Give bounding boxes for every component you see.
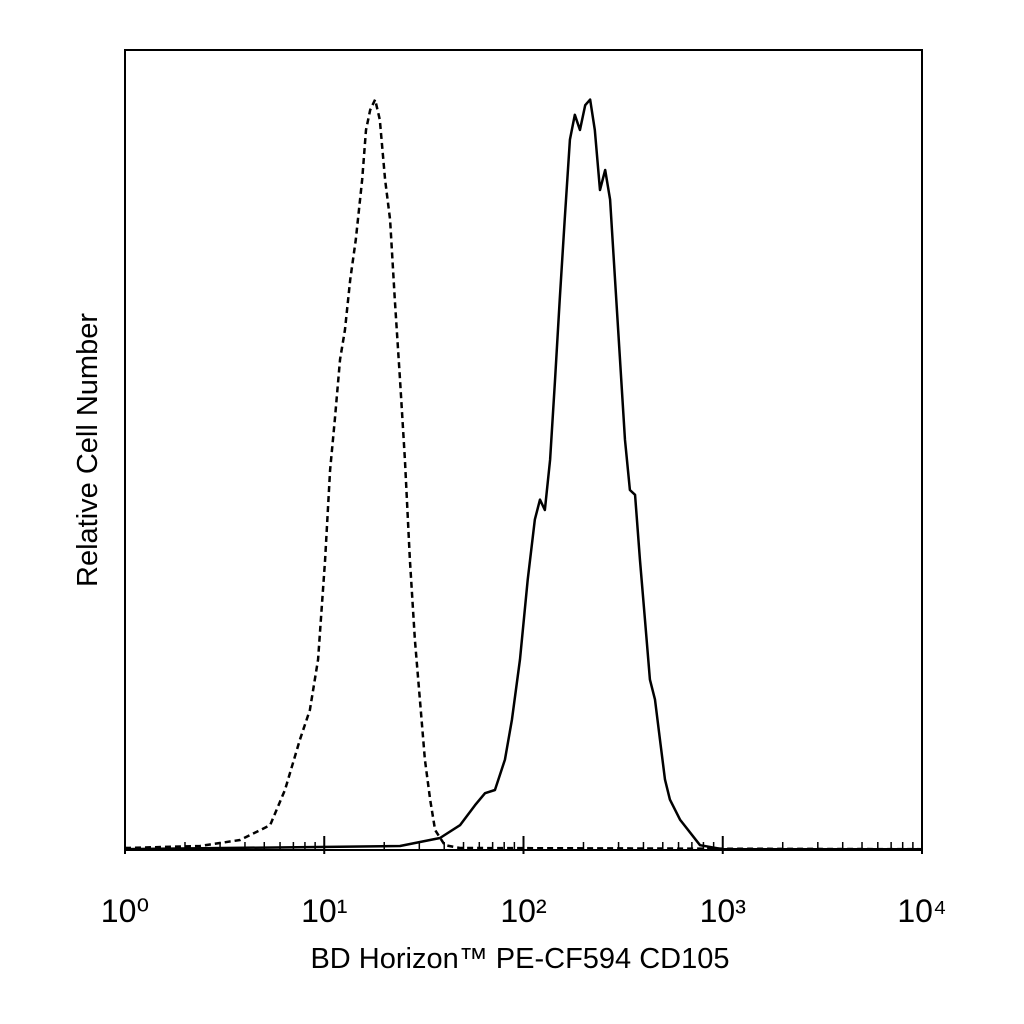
x-tick-label: 10¹ bbox=[301, 893, 347, 929]
x-tick-label: 10⁴ bbox=[897, 893, 946, 929]
x-axis-title: BD Horizon™ PE-CF594 CD105 bbox=[310, 943, 729, 975]
dashed-histogram bbox=[124, 98, 923, 851]
x-tick-label: 10² bbox=[500, 893, 547, 929]
x-tick-label: 10³ bbox=[700, 893, 747, 929]
plot-frame bbox=[124, 49, 923, 851]
y-axis-title: Relative Cell Number bbox=[72, 313, 104, 587]
x-tick-label: 10⁰ bbox=[101, 893, 149, 929]
solid-histogram bbox=[124, 98, 922, 851]
